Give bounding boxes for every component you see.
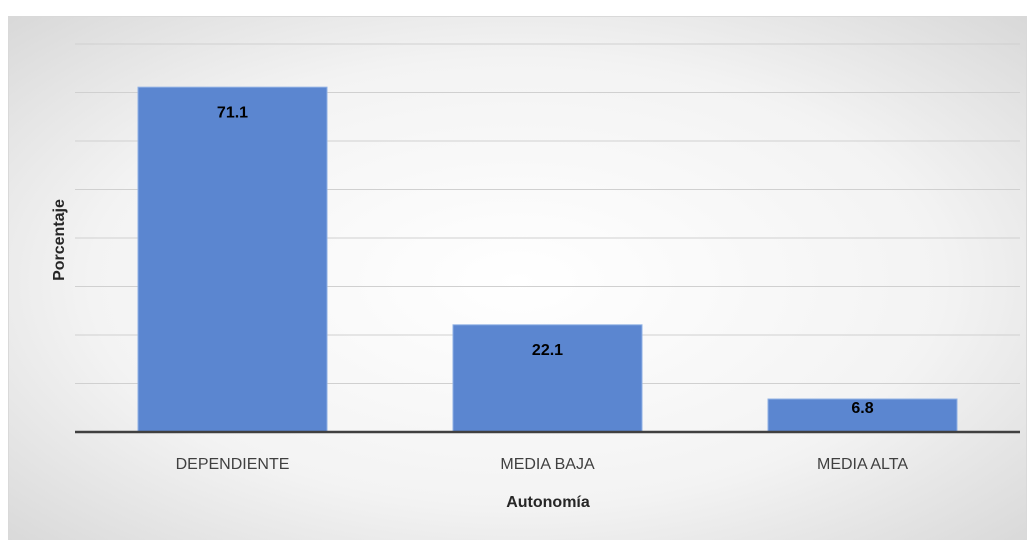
x-axis-title: Autonomía (506, 494, 590, 511)
bar (452, 324, 643, 433)
data-label: 6.8 (851, 400, 873, 417)
x-tick-label: DEPENDIENTE (176, 456, 290, 473)
bar (767, 398, 958, 433)
x-tick-label: MEDIA BAJA (500, 456, 595, 473)
x-tick-label: MEDIA ALTA (817, 456, 908, 473)
data-label: 71.1 (217, 104, 248, 121)
bar (137, 86, 328, 433)
y-axis-title: Porcentaje (51, 199, 68, 281)
data-label: 22.1 (532, 342, 563, 359)
